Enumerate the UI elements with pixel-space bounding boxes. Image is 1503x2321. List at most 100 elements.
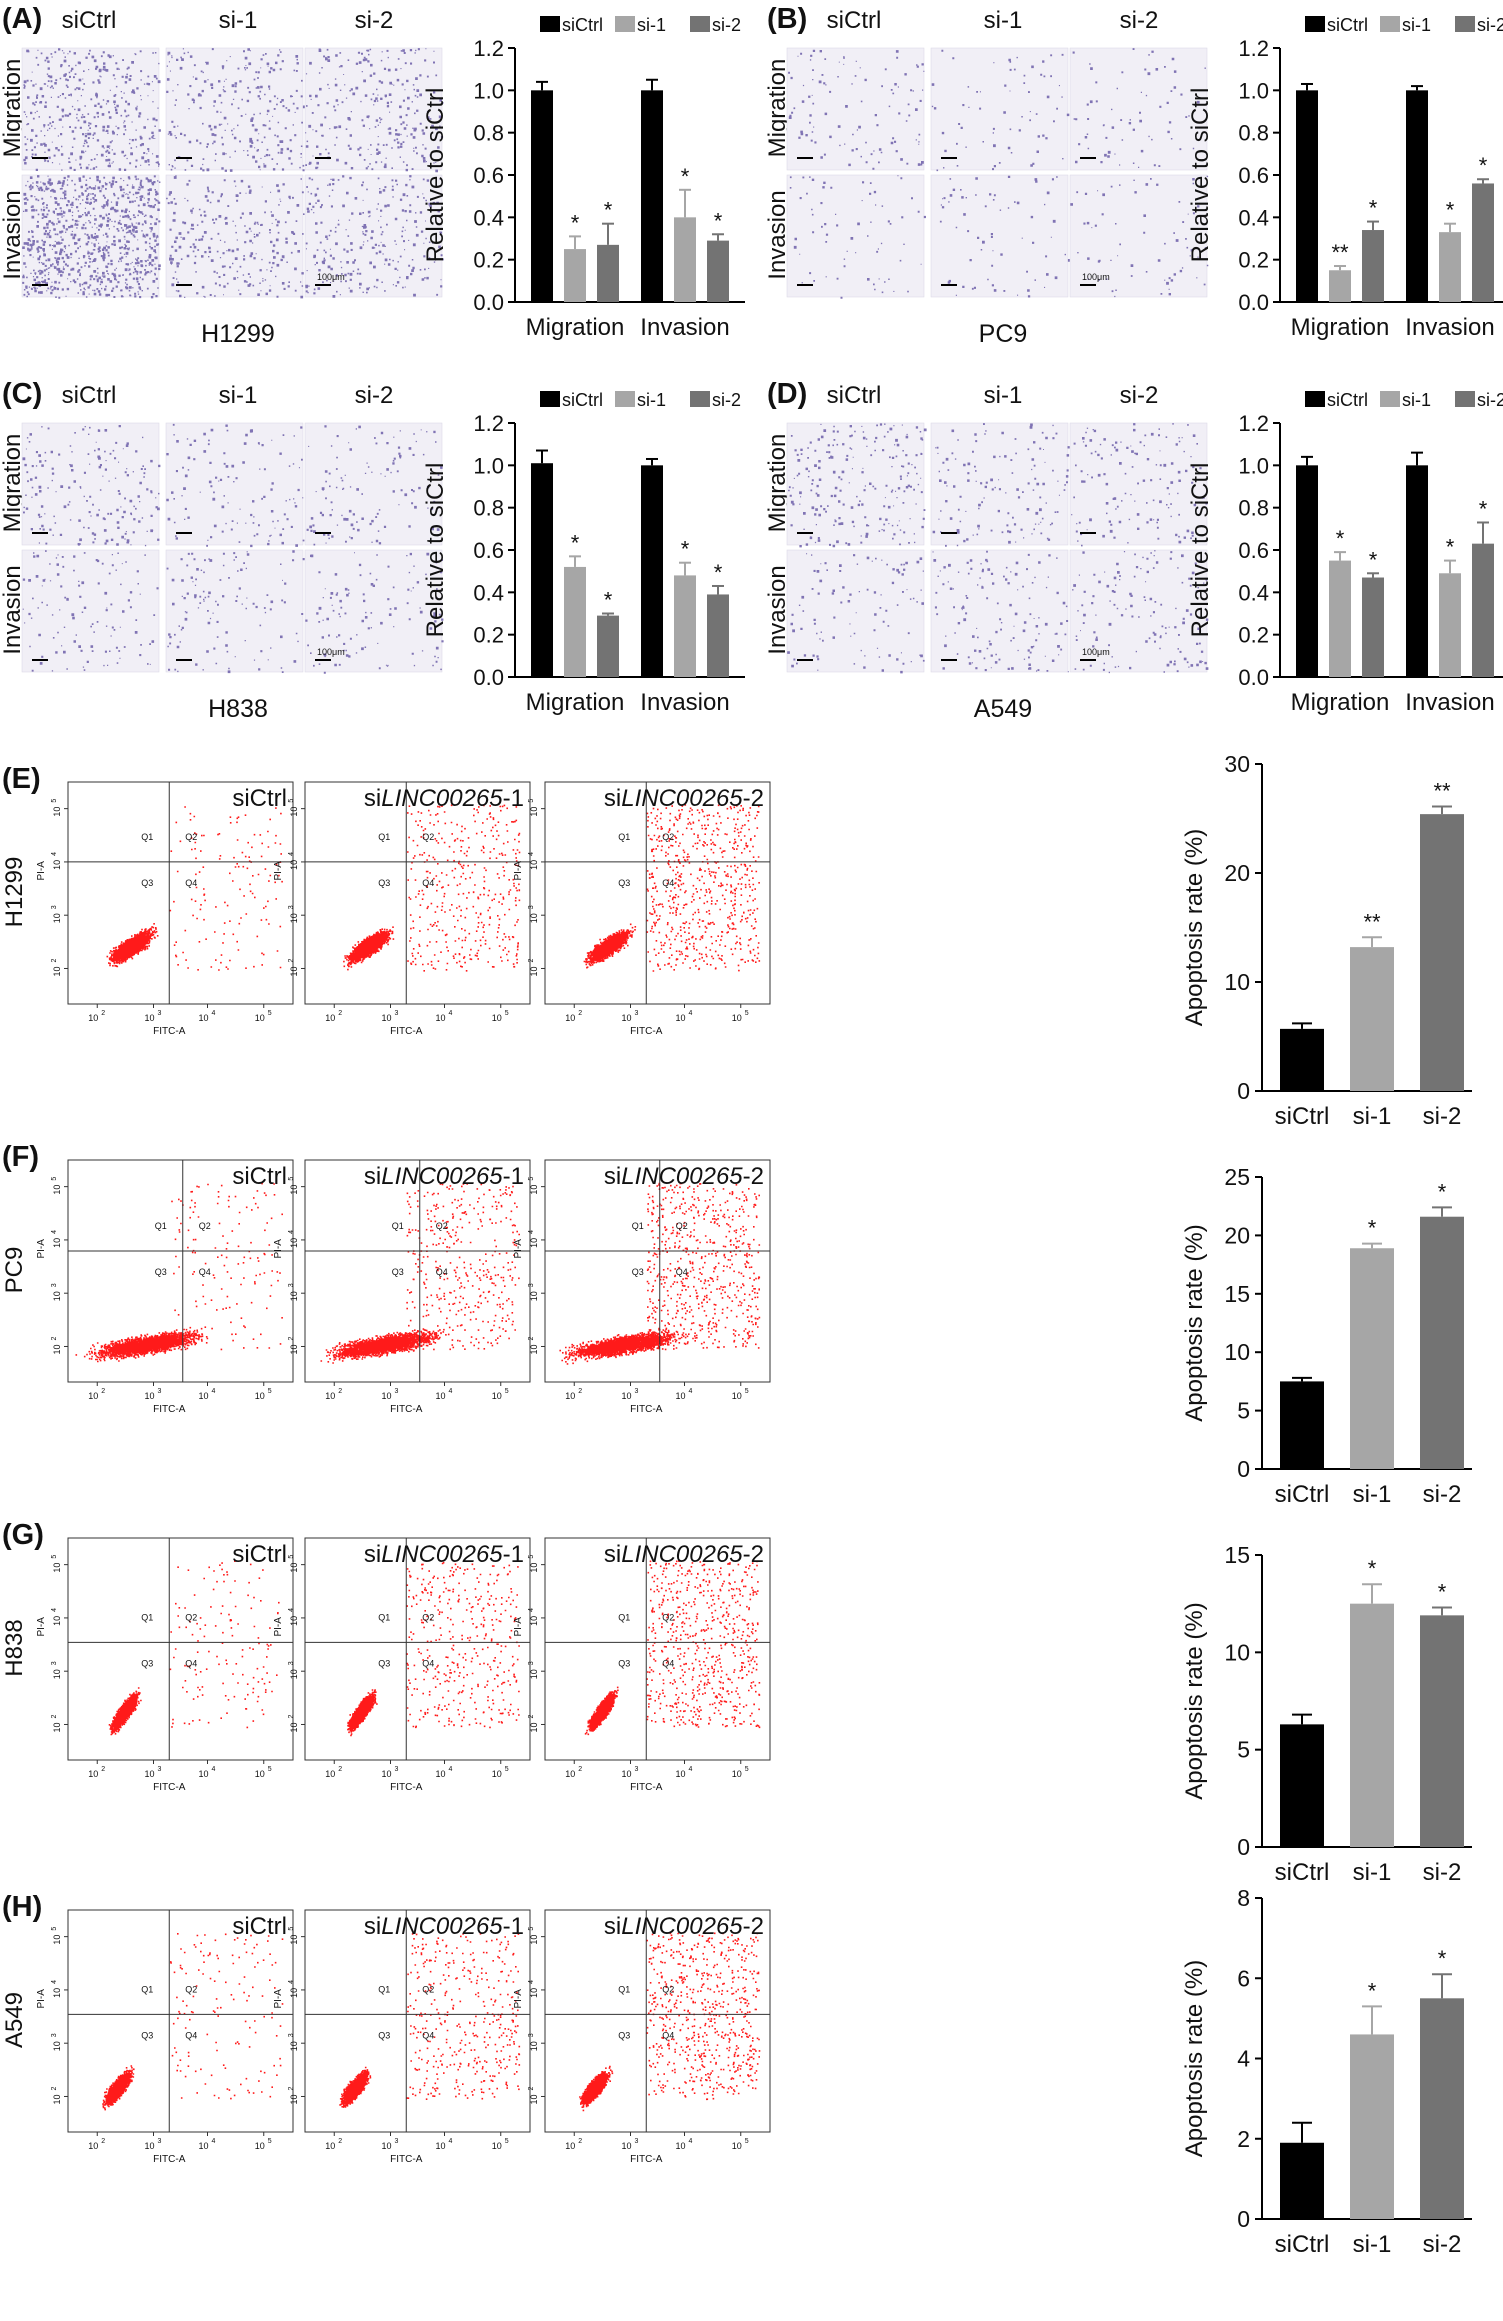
y-tick-exponent: 3 — [528, 1661, 535, 1665]
panel-label: (B) — [767, 3, 807, 35]
cell-line-label: H838 — [208, 695, 268, 723]
x-tick-label: 10 — [435, 1769, 445, 1779]
y-tick-exponent: 4 — [51, 1608, 58, 1612]
panel-label: (A) — [2, 3, 42, 35]
flow-plot-frame — [304, 781, 531, 1005]
micrograph-background — [165, 174, 304, 298]
x-tick-label: 10 — [144, 1769, 154, 1779]
y-tick-label: 6 — [1237, 1965, 1250, 1991]
x-tick-exponent: 3 — [158, 1766, 162, 1773]
x-tick-label: 10 — [255, 1013, 265, 1023]
y-tick-label: 10 — [52, 1185, 62, 1195]
y-tick-label: 1.0 — [1238, 453, 1269, 478]
y-tick-label: 0 — [1237, 1834, 1250, 1860]
micrograph-background — [930, 47, 1069, 171]
y-tick-label: 0 — [1237, 2206, 1250, 2232]
micrograph-background — [1069, 549, 1208, 673]
x-category-label: Migration — [526, 314, 625, 341]
y-tick-label: 15 — [1224, 1542, 1250, 1568]
condition-label: siLINC00265-2 — [604, 1541, 764, 1568]
y-tick-label: 10 — [52, 860, 62, 870]
x-tick-label: 10 — [381, 1013, 391, 1023]
x-axis-label: FITC-A — [630, 1404, 663, 1415]
legend: siCtrl si-1 si-2 — [540, 15, 741, 35]
significance-label: * — [1446, 535, 1455, 560]
x-tick-label: 10 — [492, 2141, 502, 2151]
bar-siCtrl — [641, 90, 663, 302]
apoptosis-bar-chart: 0 5 10 15 20 25 Apoptosis rate (%) siCtrl * si-1 *… — [1181, 1164, 1472, 1508]
y-tick-label: 10 — [52, 1616, 62, 1626]
x-category-label: Invasion — [1405, 689, 1494, 716]
x-tick-exponent: 4 — [689, 1010, 693, 1017]
y-tick-label: 15 — [1224, 1281, 1250, 1307]
y-tick-label: 0.8 — [1238, 121, 1269, 146]
y-tick-label: 8 — [1237, 1885, 1250, 1911]
y-tick-exponent: 4 — [288, 1230, 295, 1234]
x-axis-label: FITC-A — [630, 2154, 663, 2165]
bar-si-1 — [1350, 1248, 1394, 1469]
bar-si-2 — [707, 240, 729, 302]
legend-label: si-1 — [1402, 390, 1431, 410]
cell-line-label: H838 — [1, 1619, 28, 1676]
y-axis-label: PI-A — [513, 861, 524, 881]
y-tick-label: 0.2 — [1238, 248, 1269, 273]
legend: siCtrl si-1 si-2 — [1305, 15, 1503, 35]
micrograph-background — [304, 47, 443, 171]
y-axis-label: PI-A — [273, 1989, 284, 2009]
significance-label: * — [714, 208, 723, 233]
x-tick-exponent: 3 — [158, 1388, 162, 1395]
y-tick-label: 10 — [289, 1935, 299, 1945]
bar-si-2 — [1362, 577, 1384, 677]
significance-label: ** — [1433, 779, 1451, 804]
scale-bar-label: 100μm — [1082, 647, 1110, 657]
y-axis-label: Apoptosis rate (%) — [1181, 1224, 1208, 1421]
panel-d: (D) siCtrl si-1 si-2 Migration Invasion 100μm A… — [764, 378, 1503, 723]
x-tick-exponent: 2 — [578, 2138, 582, 2145]
micrograph-column-label: si-1 — [219, 382, 258, 409]
y-tick-label: 0.2 — [1238, 623, 1269, 648]
x-tick-label: 10 — [325, 1391, 335, 1401]
y-tick-label: 10 — [529, 860, 539, 870]
y-axis-label: PI-A — [36, 1617, 47, 1637]
micrograph-cells — [932, 423, 1070, 547]
quadrant-label: Q2 — [422, 832, 434, 842]
flow-plot-frame — [304, 1909, 531, 2133]
y-tick-label: 10 — [52, 1563, 62, 1573]
micrograph-background — [930, 422, 1069, 546]
y-axis-label: PI-A — [273, 861, 284, 881]
x-tick-label: 10 — [675, 1391, 685, 1401]
x-tick-exponent: 4 — [449, 2138, 453, 2145]
y-tick-label: 5 — [1237, 1398, 1250, 1424]
y-axis-label: Relative to siCtrl — [422, 463, 449, 638]
y-tick-exponent: 2 — [288, 1714, 295, 1718]
x-tick-exponent: 4 — [689, 2138, 693, 2145]
y-tick-exponent: 4 — [51, 852, 58, 856]
x-tick-label: 10 — [732, 1769, 742, 1779]
condition-label: siLINC00265-2 — [604, 785, 764, 812]
x-tick-exponent: 2 — [578, 1766, 582, 1773]
y-axis-label: Apoptosis rate (%) — [1181, 1960, 1208, 2157]
legend-swatch — [1455, 16, 1475, 32]
quadrant-label: Q3 — [141, 2030, 153, 2040]
y-tick-label: 0.4 — [473, 205, 504, 230]
y-tick-label: 1.0 — [1238, 78, 1269, 103]
legend-swatch — [1380, 16, 1400, 32]
significance-label: * — [571, 210, 580, 235]
y-tick-label: 10 — [289, 1185, 299, 1195]
condition-label: siLINC00265-1 — [364, 1163, 524, 1190]
flow-dots — [102, 1933, 284, 2111]
x-tick-label: 10 — [198, 1391, 208, 1401]
x-tick-label: 10 — [381, 1769, 391, 1779]
micrograph-background — [786, 174, 925, 298]
legend-swatch — [1455, 391, 1475, 407]
y-tick-label: 10 — [52, 1669, 62, 1679]
x-tick-exponent: 3 — [635, 1388, 639, 1395]
y-tick-label: 10 — [529, 1185, 539, 1195]
x-tick-exponent: 5 — [268, 1766, 272, 1773]
y-tick-label: 10 — [289, 1291, 299, 1301]
y-tick-label: 5 — [1237, 1737, 1250, 1763]
y-tick-label: 0.8 — [1238, 496, 1269, 521]
bar-si-1 — [1329, 560, 1351, 677]
y-tick-exponent: 4 — [288, 1608, 295, 1612]
